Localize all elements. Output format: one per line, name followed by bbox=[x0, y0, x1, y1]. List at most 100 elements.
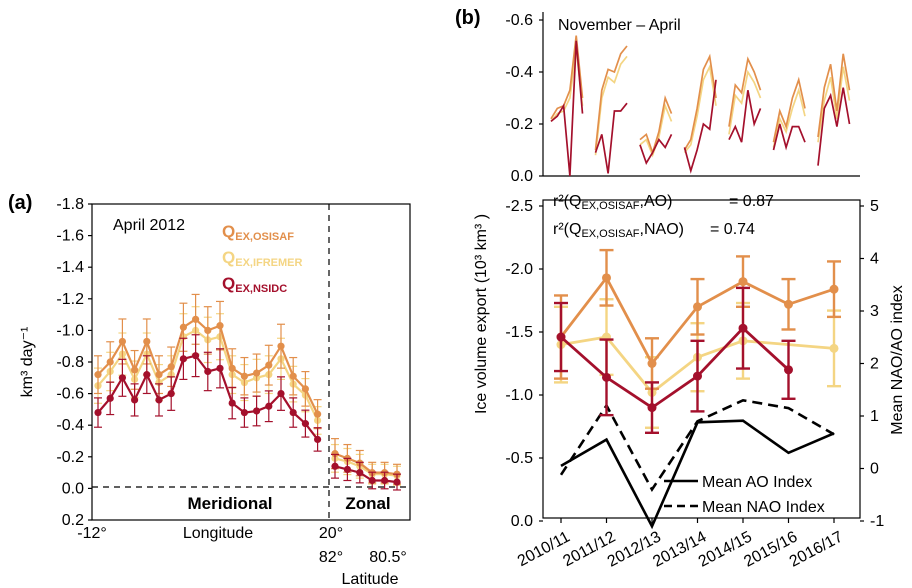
legend-nao-label: Mean NAO Index bbox=[702, 499, 825, 516]
x-tick-lat-left: 82° bbox=[319, 549, 343, 566]
a-point bbox=[179, 323, 187, 331]
a-point bbox=[118, 374, 126, 382]
a-point bbox=[216, 322, 224, 330]
r2-ao-value: = 0.87 bbox=[729, 193, 774, 210]
a-point bbox=[331, 462, 339, 470]
a-point bbox=[192, 315, 200, 323]
a-point bbox=[192, 352, 200, 360]
a-point bbox=[131, 396, 139, 404]
top-series-segment bbox=[639, 134, 673, 165]
panel-a: (a) -1.8 -1.6 -1.4 -1.2 -1.0 -0.8 -0.6 -0.4 -0.2… bbox=[8, 192, 411, 588]
top-series bbox=[550, 35, 851, 177]
a-point bbox=[356, 469, 364, 477]
a-point bbox=[277, 342, 285, 350]
right-y-tick-label: 4 bbox=[870, 251, 879, 268]
a-legend-entry: QEX,IFREMER bbox=[222, 248, 303, 269]
a-point bbox=[155, 396, 163, 404]
a-point bbox=[314, 435, 322, 444]
a-point bbox=[204, 367, 212, 376]
a-point bbox=[265, 402, 273, 410]
r2-ao-annotation: r²(QEX,OSISAF,AO) bbox=[553, 193, 672, 212]
b-point bbox=[738, 323, 748, 333]
b-point bbox=[829, 343, 839, 353]
top-y-tick-label: -0.2 bbox=[505, 116, 533, 133]
a-y-tick-label: -0.2 bbox=[56, 449, 84, 466]
panel-b-letter: (b) bbox=[455, 7, 481, 29]
b-series-nsidc bbox=[554, 286, 796, 434]
panel-a-letter: (a) bbox=[8, 192, 32, 214]
a-y-tick-label: -1.0 bbox=[56, 322, 84, 339]
panel-b: (b) -0.6 -0.4 -0.2 0.0 November – April -2.… bbox=[455, 7, 906, 571]
a-point bbox=[179, 355, 187, 363]
top-series-segment bbox=[728, 69, 762, 135]
b-point bbox=[647, 359, 657, 368]
a-point bbox=[253, 369, 261, 377]
b-point bbox=[784, 365, 793, 375]
top-y-tick-label: -0.4 bbox=[505, 64, 533, 81]
a-point bbox=[240, 372, 248, 380]
a-point bbox=[368, 476, 376, 485]
a-series-osisaf bbox=[94, 293, 401, 485]
a-series-ifremer bbox=[94, 306, 401, 486]
top-series-segment bbox=[772, 123, 806, 151]
a-y-tick-label: -1.6 bbox=[56, 228, 84, 245]
top-series-segment bbox=[728, 56, 762, 127]
a-point bbox=[228, 399, 236, 407]
top-series-segment bbox=[683, 53, 717, 151]
a-y-tick-label: -0.8 bbox=[56, 354, 84, 371]
top-series-segment bbox=[728, 90, 762, 143]
top-series-segment bbox=[550, 40, 584, 177]
a-legend-entry: QEX,OSISAF bbox=[222, 222, 294, 243]
b-point bbox=[602, 372, 611, 382]
r2-nao-value: = 0.74 bbox=[710, 221, 755, 238]
a-point bbox=[331, 450, 339, 458]
panel-a-legend: QEX,OSISAF QEX,IFREMER QEX,NSIDC bbox=[222, 222, 303, 295]
panel-b-ylabel: Ice volume export (10³ km³ ) bbox=[473, 214, 490, 414]
a-point bbox=[106, 358, 114, 366]
bottom-y-tick-label: 0.0 bbox=[511, 513, 533, 530]
panel-a-series bbox=[94, 293, 401, 491]
top-y-ticks: -0.6 -0.4 -0.2 0.0 bbox=[505, 12, 543, 185]
b-point bbox=[693, 302, 702, 312]
region-zonal: Zonal bbox=[345, 494, 390, 513]
a-point bbox=[277, 390, 285, 398]
a-point bbox=[381, 476, 389, 485]
bottom-y-tick-label: -1.5 bbox=[505, 324, 533, 341]
b-point bbox=[693, 371, 702, 381]
top-series-segment bbox=[817, 53, 851, 138]
a-point bbox=[143, 337, 151, 346]
a-y-tick-label: -0.6 bbox=[56, 386, 84, 403]
top-series-segment bbox=[683, 79, 717, 174]
panel-b-ylabel-right: Mean NAO/AO index bbox=[889, 285, 906, 434]
a-point bbox=[143, 371, 151, 379]
a-legend-entry: QEX,NSIDC bbox=[222, 274, 287, 295]
bottom-x-ticks: 2010/112011/122012/132013/142014/152015/… bbox=[515, 518, 846, 571]
top-series-segment bbox=[594, 102, 628, 174]
a-point bbox=[393, 478, 401, 486]
top-series-segment bbox=[772, 76, 806, 143]
a-point bbox=[301, 385, 309, 393]
right-y-tick-label: 5 bbox=[870, 198, 879, 215]
right-y-tick-label: -1 bbox=[870, 513, 884, 530]
bottom-y-tick-label: -1.0 bbox=[505, 387, 533, 404]
a-y-tick-label: 0.0 bbox=[62, 480, 84, 497]
x-tick-left: -12° bbox=[77, 525, 107, 542]
a-point bbox=[240, 408, 248, 417]
a-point bbox=[204, 326, 212, 334]
a-point bbox=[167, 363, 175, 371]
bottom-series bbox=[554, 248, 841, 530]
a-point bbox=[216, 364, 224, 372]
top-series-segment bbox=[683, 64, 717, 154]
a-point bbox=[228, 364, 236, 372]
panel-b-inset-label: November – April bbox=[558, 17, 681, 34]
a-point bbox=[253, 407, 261, 415]
a-series-nsidc bbox=[94, 334, 401, 491]
panel-a-inset-label: April 2012 bbox=[113, 217, 185, 234]
right-y-tick-label: 0 bbox=[870, 461, 879, 478]
a-y-tick-label: 0.2 bbox=[62, 512, 84, 529]
a-point bbox=[301, 420, 309, 428]
a-y-tick-label: -1.4 bbox=[56, 259, 84, 276]
top-series-segment bbox=[817, 87, 851, 166]
a-point bbox=[265, 361, 273, 369]
